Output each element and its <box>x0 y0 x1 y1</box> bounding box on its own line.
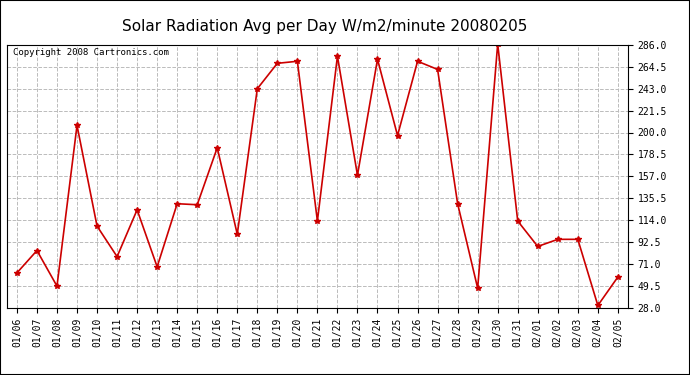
Text: Solar Radiation Avg per Day W/m2/minute 20080205: Solar Radiation Avg per Day W/m2/minute … <box>121 19 527 34</box>
Text: Copyright 2008 Cartronics.com: Copyright 2008 Cartronics.com <box>13 48 169 57</box>
